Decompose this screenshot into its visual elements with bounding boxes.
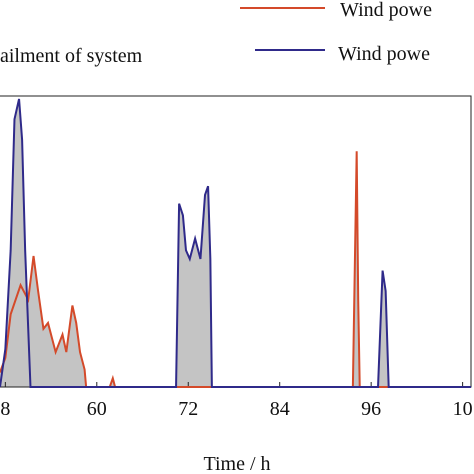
- x-tick-label: 8: [0, 398, 10, 420]
- curtailment-area: [0, 151, 471, 387]
- x-tick-label: 84: [270, 398, 290, 420]
- series-line: [0, 98, 471, 388]
- x-tick-label: 96: [361, 398, 381, 420]
- legend-label: Wind powe: [338, 43, 430, 65]
- x-axis-label: Time / h: [203, 453, 270, 474]
- x-tick-label: 60: [87, 398, 107, 420]
- x-tick-label: 10: [453, 398, 473, 420]
- legend-label: Wind powe: [340, 0, 432, 21]
- fill-legend-label: ailment of system: [0, 45, 143, 67]
- x-tick-label: 72: [178, 398, 198, 420]
